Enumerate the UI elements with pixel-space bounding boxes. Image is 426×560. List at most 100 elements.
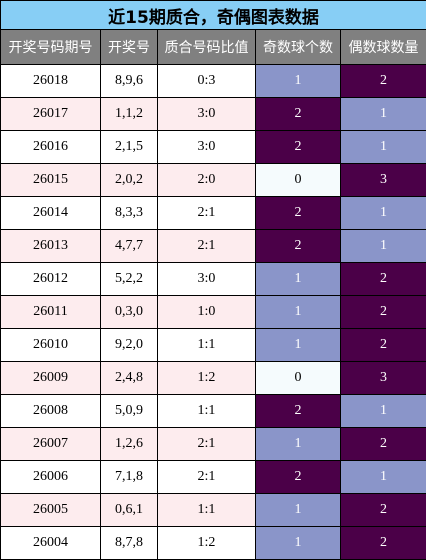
odd-count-cell: 2 xyxy=(256,461,341,494)
ratio-cell: 0:3 xyxy=(158,65,256,98)
numbers-cell: 8,9,6 xyxy=(101,65,158,98)
issue-cell: 26006 xyxy=(1,461,101,494)
issue-cell: 26014 xyxy=(1,197,101,230)
numbers-cell: 4,7,7 xyxy=(101,230,158,263)
ratio-cell: 1:1 xyxy=(158,494,256,527)
issue-cell: 26012 xyxy=(1,263,101,296)
odd-count-cell: 1 xyxy=(256,527,341,560)
odd-count-cell: 1 xyxy=(256,329,341,362)
even-count-cell: 1 xyxy=(341,230,426,263)
issue-cell: 26016 xyxy=(1,131,101,164)
numbers-cell: 2,0,2 xyxy=(101,164,158,197)
header-odd-count: 奇数球个数 xyxy=(256,30,341,65)
even-count-cell: 2 xyxy=(341,494,426,527)
numbers-cell: 1,1,2 xyxy=(101,98,158,131)
ratio-cell: 1:1 xyxy=(158,395,256,428)
header-ratio: 质合号码比值 xyxy=(158,30,256,65)
ratio-cell: 1:2 xyxy=(158,362,256,395)
table-title: 近15期质合，奇偶图表数据 xyxy=(1,1,426,30)
numbers-cell: 5,0,9 xyxy=(101,395,158,428)
odd-count-cell: 1 xyxy=(256,296,341,329)
even-count-cell: 1 xyxy=(341,131,426,164)
header-numbers: 开奖号 xyxy=(101,30,158,65)
header-row: 开奖号码期号 开奖号 质合号码比值 奇数球个数 偶数球数量 xyxy=(1,30,426,65)
even-count-cell: 3 xyxy=(341,362,426,395)
even-count-cell: 1 xyxy=(341,197,426,230)
odd-count-cell: 1 xyxy=(256,65,341,98)
issue-cell: 26005 xyxy=(1,494,101,527)
even-count-cell: 1 xyxy=(341,395,426,428)
header-issue: 开奖号码期号 xyxy=(1,30,101,65)
even-count-cell: 2 xyxy=(341,296,426,329)
issue-cell: 26009 xyxy=(1,362,101,395)
ratio-cell: 1:0 xyxy=(158,296,256,329)
numbers-cell: 2,1,5 xyxy=(101,131,158,164)
numbers-cell: 7,1,8 xyxy=(101,461,158,494)
numbers-cell: 8,3,3 xyxy=(101,197,158,230)
numbers-cell: 2,4,8 xyxy=(101,362,158,395)
ratio-cell: 2:1 xyxy=(158,461,256,494)
ratio-cell: 3:0 xyxy=(158,131,256,164)
issue-cell: 26007 xyxy=(1,428,101,461)
odd-count-cell: 1 xyxy=(256,428,341,461)
issue-cell: 26011 xyxy=(1,296,101,329)
ratio-cell: 2:0 xyxy=(158,164,256,197)
odd-count-cell: 0 xyxy=(256,164,341,197)
ratio-cell: 2:1 xyxy=(158,428,256,461)
odd-count-cell: 2 xyxy=(256,197,341,230)
numbers-cell: 0,6,1 xyxy=(101,494,158,527)
ratio-cell: 1:1 xyxy=(158,329,256,362)
ratio-cell: 3:0 xyxy=(158,263,256,296)
header-even-count: 偶数球数量 xyxy=(341,30,426,65)
ratio-cell: 2:1 xyxy=(158,197,256,230)
even-count-cell: 3 xyxy=(341,164,426,197)
ratio-cell: 3:0 xyxy=(158,98,256,131)
odd-count-cell: 2 xyxy=(256,98,341,131)
issue-cell: 26004 xyxy=(1,527,101,560)
issue-cell: 26010 xyxy=(1,329,101,362)
numbers-cell: 1,2,6 xyxy=(101,428,158,461)
even-count-cell: 1 xyxy=(341,461,426,494)
numbers-cell: 5,2,2 xyxy=(101,263,158,296)
odd-count-cell: 2 xyxy=(256,395,341,428)
even-count-cell: 1 xyxy=(341,98,426,131)
numbers-cell: 9,2,0 xyxy=(101,329,158,362)
ratio-cell: 2:1 xyxy=(158,230,256,263)
odd-count-cell: 2 xyxy=(256,230,341,263)
odd-count-cell: 2 xyxy=(256,131,341,164)
issue-cell: 26017 xyxy=(1,98,101,131)
issue-cell: 26013 xyxy=(1,230,101,263)
ratio-cell: 1:2 xyxy=(158,527,256,560)
even-count-cell: 2 xyxy=(341,329,426,362)
even-count-cell: 2 xyxy=(341,428,426,461)
odd-count-cell: 0 xyxy=(256,362,341,395)
numbers-cell: 0,3,0 xyxy=(101,296,158,329)
odd-count-cell: 1 xyxy=(256,494,341,527)
issue-cell: 26015 xyxy=(1,164,101,197)
issue-cell: 26018 xyxy=(1,65,101,98)
issue-cell: 26008 xyxy=(1,395,101,428)
even-count-cell: 2 xyxy=(341,263,426,296)
numbers-cell: 8,7,8 xyxy=(101,527,158,560)
even-count-cell: 2 xyxy=(341,527,426,560)
odd-count-cell: 1 xyxy=(256,263,341,296)
even-count-cell: 2 xyxy=(341,65,426,98)
